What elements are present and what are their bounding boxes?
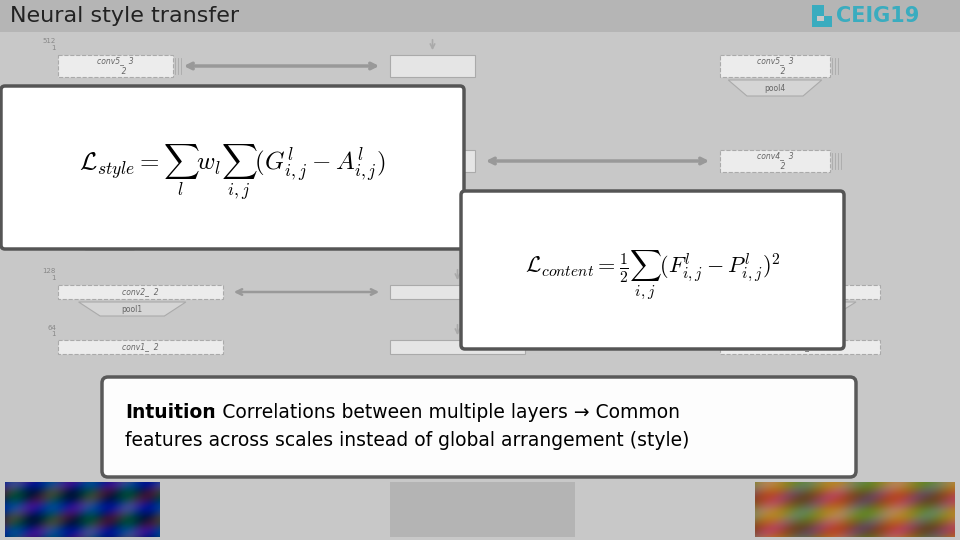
Text: pool2: pool2 (99, 239, 120, 248)
Text: 256: 256 (43, 193, 56, 199)
Text: Neural style transfer: Neural style transfer (10, 6, 239, 26)
Text: conv5_  3
       2: conv5_ 3 2 (756, 56, 793, 76)
Text: features across scales instead of global arrangement (style): features across scales instead of global… (125, 431, 689, 450)
FancyBboxPatch shape (390, 285, 525, 299)
Text: $\mathcal{L}_{content} = \frac{1}{2}\sum_{i,j}(F^l_{i,j} - P^l_{i,j})^2$: $\mathcal{L}_{content} = \frac{1}{2}\sum… (524, 248, 780, 301)
Polygon shape (79, 302, 186, 316)
Text: 64: 64 (47, 325, 56, 331)
Text: conv2_  2: conv2_ 2 (781, 287, 818, 296)
Text: 1: 1 (52, 200, 56, 206)
Text: : Correlations between multiple layers → Common: : Correlations between multiple layers →… (210, 403, 680, 422)
Text: Intuition: Intuition (125, 403, 216, 422)
FancyBboxPatch shape (58, 340, 223, 354)
Bar (824, 16, 832, 27)
Text: 128: 128 (42, 268, 56, 274)
Text: conv1_  2: conv1_ 2 (781, 342, 818, 352)
FancyBboxPatch shape (461, 191, 844, 349)
FancyBboxPatch shape (390, 55, 475, 77)
FancyBboxPatch shape (58, 285, 223, 299)
FancyBboxPatch shape (390, 340, 525, 354)
Text: 1: 1 (52, 45, 56, 51)
Text: $\mathcal{L}_{style} = \sum_{l} w_l \sum_{i,j}(G^l_{i,j} - A^l_{i,j})$: $\mathcal{L}_{style} = \sum_{l} w_l \sum… (79, 143, 386, 202)
Text: conv5_  3
       2: conv5_ 3 2 (97, 56, 133, 76)
Text: 1: 1 (52, 331, 56, 337)
Text: pool4: pool4 (764, 84, 785, 93)
Bar (812, 5, 824, 27)
Text: conv4_  3
       2: conv4_ 3 2 (756, 151, 793, 171)
Text: 512: 512 (43, 38, 56, 44)
FancyBboxPatch shape (720, 150, 830, 172)
FancyBboxPatch shape (720, 55, 830, 77)
FancyBboxPatch shape (102, 377, 856, 477)
Text: pool1: pool1 (122, 305, 143, 314)
FancyBboxPatch shape (390, 150, 475, 172)
Text: 1: 1 (52, 275, 56, 281)
Text: CEIG19: CEIG19 (836, 6, 920, 26)
Polygon shape (729, 80, 822, 96)
Bar (817, 16, 824, 21)
FancyBboxPatch shape (390, 210, 475, 232)
FancyBboxPatch shape (58, 210, 173, 232)
Text: conv1_  2: conv1_ 2 (122, 342, 158, 352)
FancyBboxPatch shape (1, 86, 464, 249)
FancyBboxPatch shape (720, 285, 880, 299)
FancyBboxPatch shape (58, 55, 173, 77)
Polygon shape (744, 302, 856, 316)
Text: conv2_  2: conv2_ 2 (122, 287, 158, 296)
Polygon shape (69, 235, 150, 250)
Text: conv3_  3
       2: conv3_ 3 2 (97, 211, 133, 231)
Bar (0, 0, 960, 32)
FancyBboxPatch shape (720, 340, 880, 354)
Text: pool1: pool1 (789, 305, 810, 314)
